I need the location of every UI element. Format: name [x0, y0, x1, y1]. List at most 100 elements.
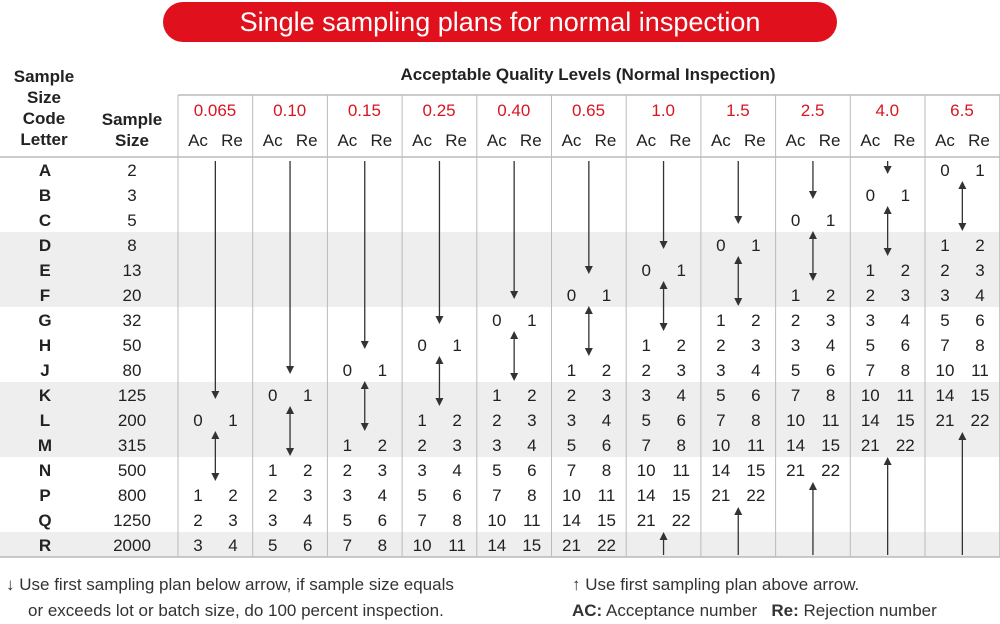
ac-header: Ac — [337, 131, 358, 150]
re-value: 4 — [302, 511, 313, 530]
re-value: 15 — [895, 411, 915, 430]
ac-value: 10 — [562, 486, 581, 505]
ac-header: Ac — [710, 131, 731, 150]
up-arrow-head — [808, 482, 817, 490]
re-value: 1 — [452, 336, 462, 355]
re-value: 3 — [527, 411, 537, 430]
down-arrow-head — [734, 216, 743, 224]
re-value: 22 — [597, 536, 616, 555]
ac-value: 0 — [790, 211, 801, 230]
re-value: 1 — [900, 186, 911, 205]
re-value: 3 — [900, 286, 911, 305]
code-letter: C — [38, 211, 52, 230]
ac-value: 5 — [417, 486, 427, 505]
ac-value: 3 — [865, 311, 876, 330]
ac-header: Ac — [860, 131, 881, 150]
ac-value: 1 — [641, 336, 651, 355]
re-value: 15 — [746, 461, 766, 480]
ac-value: 1 — [267, 461, 278, 480]
ac-value: 0 — [417, 336, 427, 355]
re-value: 15 — [522, 536, 542, 555]
re-header: Re — [818, 131, 841, 150]
ac-value: 1 — [716, 311, 726, 330]
ac-value: 2 — [790, 311, 801, 330]
sample-size: 5 — [127, 211, 137, 230]
ac-value: 0 — [342, 361, 353, 380]
ac-value: 2 — [940, 261, 950, 280]
ac-header: Ac — [188, 131, 208, 150]
code-letter-header: Sample Size Code Letter — [6, 66, 82, 150]
row-band — [0, 232, 1000, 307]
ac-value: 0 — [193, 411, 203, 430]
re-value: 1 — [676, 261, 686, 280]
re-value: 3 — [975, 261, 985, 280]
re-value: 2 — [751, 311, 761, 330]
re-value: 6 — [527, 461, 537, 480]
sample-size: 800 — [117, 486, 147, 505]
ac-value: 2 — [342, 461, 353, 480]
ac-value: 7 — [342, 536, 353, 555]
re-value: 3 — [601, 386, 612, 405]
double-arrow-up-head — [286, 406, 295, 414]
ac-value: 5 — [342, 511, 353, 530]
up-arrow-head — [958, 432, 967, 440]
re-value: 6 — [975, 311, 985, 330]
re-value: 11 — [522, 511, 541, 530]
code-letter: D — [38, 236, 52, 255]
down-arrow-head — [510, 291, 519, 299]
re-value: 3 — [452, 436, 462, 455]
aql-level-label: 1.0 — [651, 101, 675, 120]
up-arrow-head — [659, 532, 668, 540]
re-value: 15 — [671, 486, 691, 505]
re-value: 11 — [597, 486, 616, 505]
ac-value: 10 — [786, 411, 806, 430]
re-value: 2 — [527, 386, 537, 405]
double-arrow-down-head — [510, 373, 519, 381]
aql-level-label: 0.40 — [497, 101, 531, 120]
double-arrow-up-head — [360, 381, 369, 389]
ac-value: 14 — [786, 436, 806, 455]
down-arrow-head — [883, 166, 892, 174]
row-band — [0, 382, 1000, 457]
re-value: 8 — [377, 536, 388, 555]
re-value: 2 — [377, 436, 388, 455]
sample-size: 3 — [127, 186, 137, 205]
ac-value: 14 — [487, 536, 507, 555]
re-value: 1 — [377, 361, 388, 380]
ac-value: 14 — [562, 511, 581, 530]
ac-legend-text: Acceptance number — [606, 601, 758, 620]
re-value: 15 — [821, 436, 841, 455]
row-band — [0, 532, 1000, 557]
aql-level-label: 6.5 — [950, 101, 974, 120]
ac-header: Ac — [561, 131, 582, 150]
aql-title: Acceptable Quality Levels (Normal Inspec… — [400, 65, 776, 84]
aql-level-label: 4.0 — [875, 101, 900, 120]
ac-header: Ac — [412, 131, 433, 150]
ac-value: 1 — [193, 486, 203, 505]
re-header: Re — [519, 131, 542, 150]
re-value: 22 — [895, 436, 915, 455]
ac-value: 2 — [716, 336, 726, 355]
ac-value: 5 — [641, 411, 651, 430]
re-value: 4 — [900, 311, 911, 330]
ac-value: 7 — [492, 486, 502, 505]
ac-value: 0 — [940, 161, 950, 180]
code-letter-header-line: Code — [22, 109, 66, 128]
up-arrow-head — [883, 457, 892, 465]
code-letter: Q — [38, 511, 52, 530]
ac-value: 3 — [417, 461, 427, 480]
re-value: 6 — [377, 511, 388, 530]
re-value: 4 — [228, 536, 238, 555]
aql-level-label: 0.15 — [347, 101, 381, 120]
sample-size-header: Sample Size — [92, 109, 172, 151]
re-value: 1 — [751, 236, 761, 255]
down-arrow-note-text: Use first sampling plan below arrow, if … — [19, 575, 454, 594]
double-arrow-down-head — [659, 323, 668, 331]
re-value: 4 — [452, 461, 462, 480]
re-header: Re — [744, 131, 766, 150]
ac-value: 3 — [790, 336, 801, 355]
double-arrow-up-head — [435, 356, 444, 364]
sample-size: 125 — [117, 386, 147, 405]
re-value: 8 — [900, 361, 911, 380]
re-value: 3 — [302, 486, 313, 505]
